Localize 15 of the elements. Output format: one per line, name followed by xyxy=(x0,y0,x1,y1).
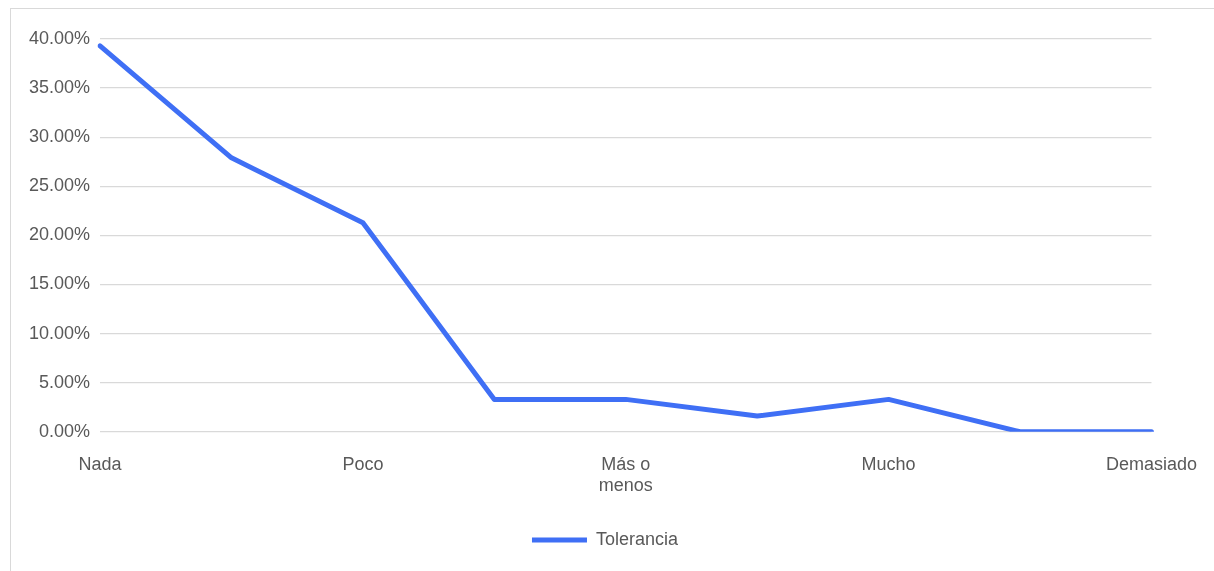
y-tick-label: 20.00% xyxy=(28,224,91,245)
x-tick-label: Mucho xyxy=(861,453,916,474)
x-tick-label: Más o menos xyxy=(598,453,653,496)
y-tick-label: 15.00% xyxy=(28,273,91,294)
y-tick-label: 40.00% xyxy=(28,27,91,48)
y-tick-label: 35.00% xyxy=(28,77,91,98)
y-tick-label: 0.00% xyxy=(39,420,91,441)
x-tick-label: Nada xyxy=(78,453,123,474)
y-tick-label: 25.00% xyxy=(28,175,91,196)
legend-label: Tolerancia xyxy=(595,528,680,549)
y-tick-label: 30.00% xyxy=(28,126,91,147)
y-tick-label: 10.00% xyxy=(28,322,91,343)
y-tick-label: 5.00% xyxy=(39,371,91,392)
x-tick-label: Poco xyxy=(342,453,384,474)
x-tick-label: Demasiado xyxy=(1105,453,1197,474)
